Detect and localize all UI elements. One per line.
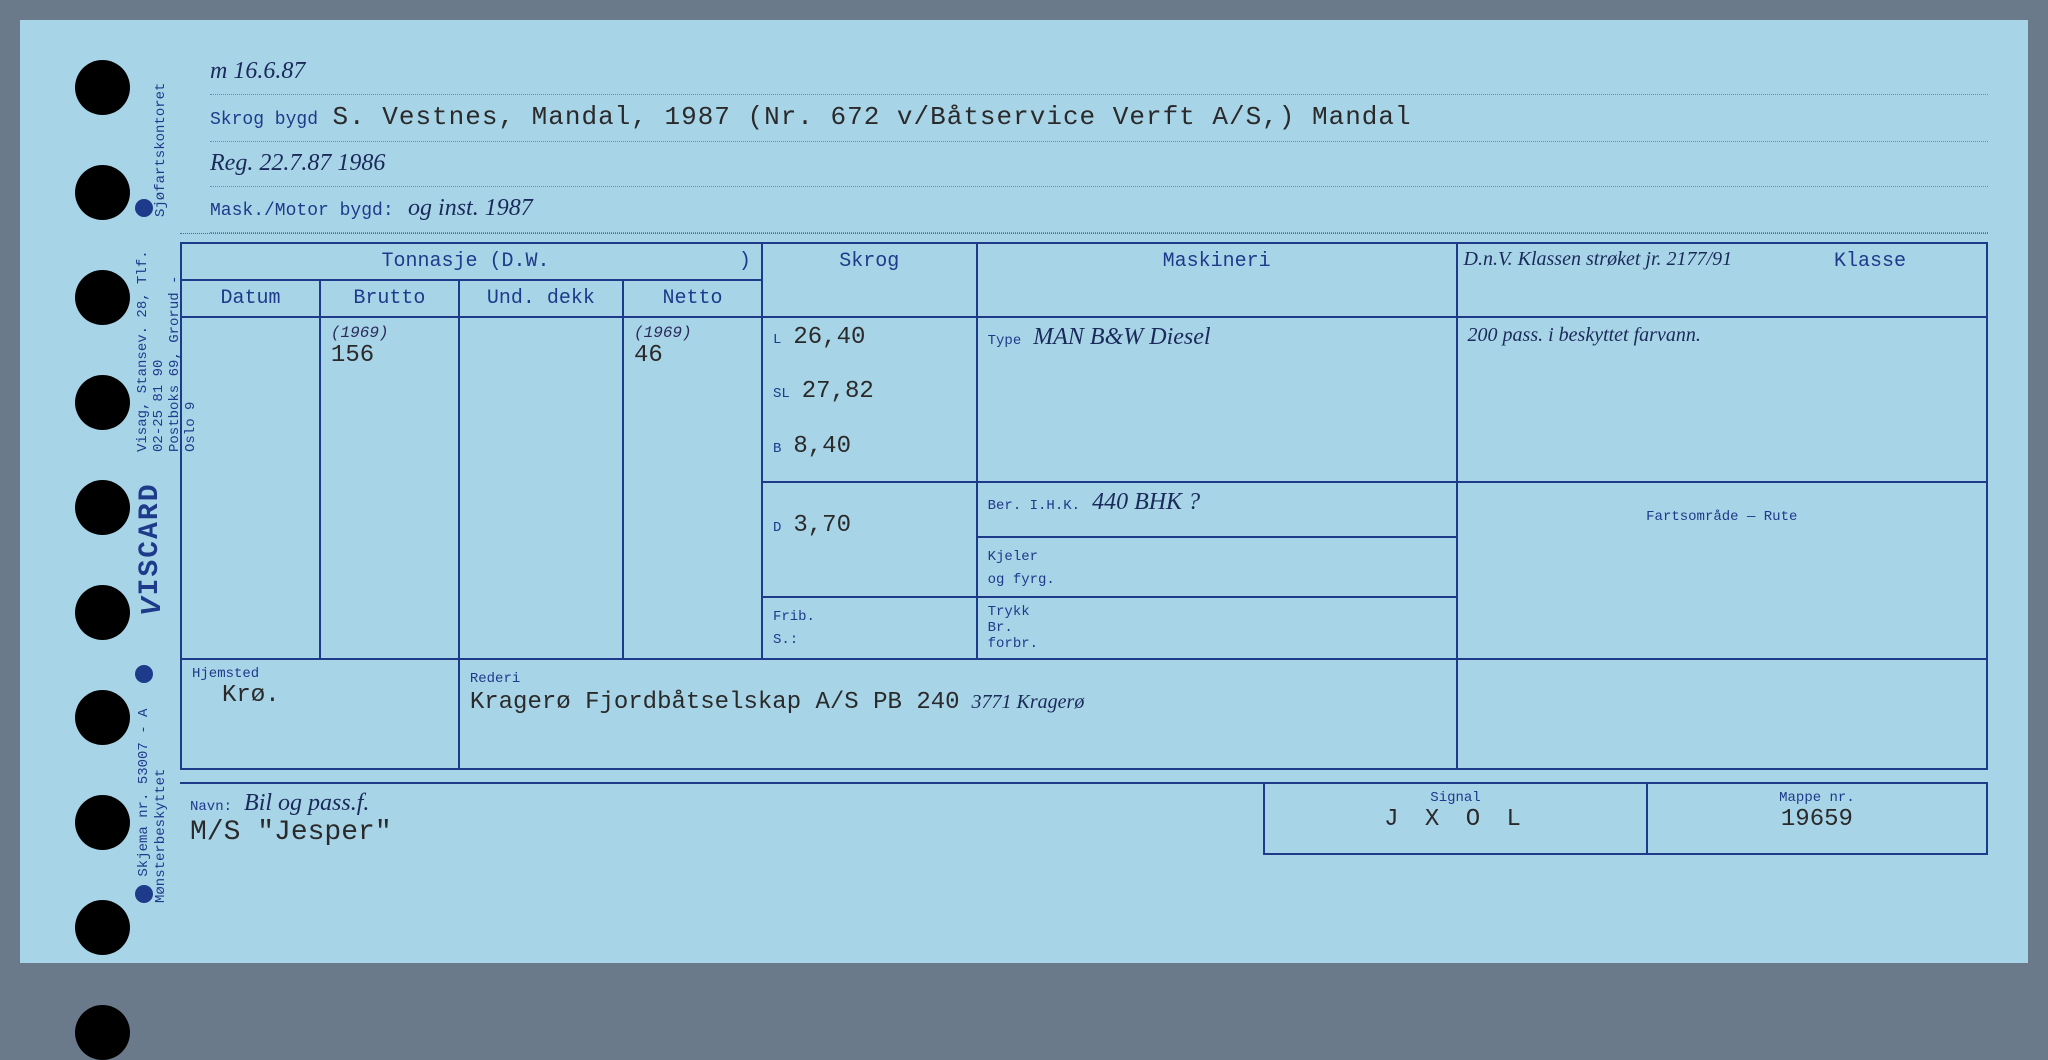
hole [75,60,130,115]
hole [75,690,130,745]
mask-motor-value: og inst. 1987 [408,195,533,221]
skrog-frib: Frib. S.: [762,597,977,659]
hole [75,585,130,640]
fartsomrade: Fartsområde — Rute [1457,482,1987,659]
hole [75,795,130,850]
maskineri-type: Type MAN B&W Diesel [977,317,1457,372]
ship-record-card: Skjema nr. 53007 - A Mønsterbeskyttet VI… [20,20,2028,963]
skrog-bygd-value: S. Vestnes, Mandal, 1987 (Nr. 672 v/Båts… [332,102,1411,132]
skrog-B: B 8,40 [762,427,977,482]
klasse-header: D.n.V. Klassen strøket jr. 2177/91 Klass… [1457,243,1987,317]
hole [75,1005,130,1060]
reg-handwritten: Reg. 22.7.87 1986 [210,150,385,176]
hole [75,165,130,220]
ship-name: M/S "Jesper" [190,817,392,848]
skrog-header: Skrog [762,243,977,317]
maskineri-trykk-br: Trykk Br. forbr. [977,597,1457,659]
datum-cell [181,317,320,659]
side-print: Skjema nr. 53007 - A Mønsterbeskyttet VI… [135,83,199,903]
dot-icon [135,199,153,217]
monster: Mønsterbeskyttet [153,769,169,903]
col-datum: Datum [181,280,320,317]
hole [75,900,130,955]
col-netto: Netto [623,280,762,317]
sjofart: Sjøfartskontoret [153,83,169,217]
punch-holes [75,60,130,1060]
addr1: Visag, Stansev. 28, Tlf. 02-25 81 90 [135,250,167,452]
rederi-cell: Rederi Kragerø Fjordbåtselskap A/S PB 24… [459,659,1457,769]
footer-table: Navn: Bil og pass.f. M/S "Jesper" Signal… [180,782,1988,855]
signal-cell: Signal J X O L [1264,783,1647,854]
hjemsted-cell: Hjemsted Krø. [181,659,459,769]
maskineri-header: Maskineri [977,243,1457,317]
und-dekk-cell [459,317,623,659]
brutto-cell: (1969) 156 [320,317,459,659]
main-table: Tonnasje (D.W. ) Skrog Maskineri D.n.V. … [180,242,1988,770]
skjema-nr: Skjema nr. 53007 - A [136,709,152,877]
header-block: m 16.6.87 Skrog bygd S. Vestnes, Mandal,… [180,50,1988,234]
dot-icon [135,885,153,903]
maskineri-blank [977,372,1457,482]
navn-cell: Navn: Bil og pass.f. M/S "Jesper" [180,783,1264,854]
fart-empty [1457,659,1987,769]
tonnasje-header: Tonnasje (D.W. ) [181,243,762,280]
skrog-bygd-label: Skrog bygd [210,110,318,130]
hole [75,270,130,325]
hole [75,375,130,430]
netto-cell: (1969) 46 [623,317,762,659]
handwritten-date: m 16.6.87 [210,58,305,84]
mask-motor-label: Mask./Motor bygd: [210,201,394,221]
klasse-notes: 200 pass. i beskyttet farvann. [1457,317,1987,482]
klasse-hand1: D.n.V. Klassen strøket jr. 2177/91 [1464,248,1733,271]
col-und-dekk: Und. dekk [459,280,623,317]
brand-logo: VISCARD [135,482,166,616]
mappe-cell: Mappe nr. 19659 [1647,783,1987,854]
skrog-D: D 3,70 [762,482,977,597]
addr2: Postboks 69, Grorud - Oslo 9 [167,276,199,452]
dot-icon [135,665,153,683]
hole [75,480,130,535]
maskineri-kjeler: Kjeler og fyrg. [977,537,1457,597]
skrog-L: L 26,40 [762,317,977,372]
skrog-SL: SL 27,82 [762,372,977,427]
maskineri-ber: Ber. I.H.K. 440 BHK ? [977,482,1457,537]
col-brutto: Brutto [320,280,459,317]
